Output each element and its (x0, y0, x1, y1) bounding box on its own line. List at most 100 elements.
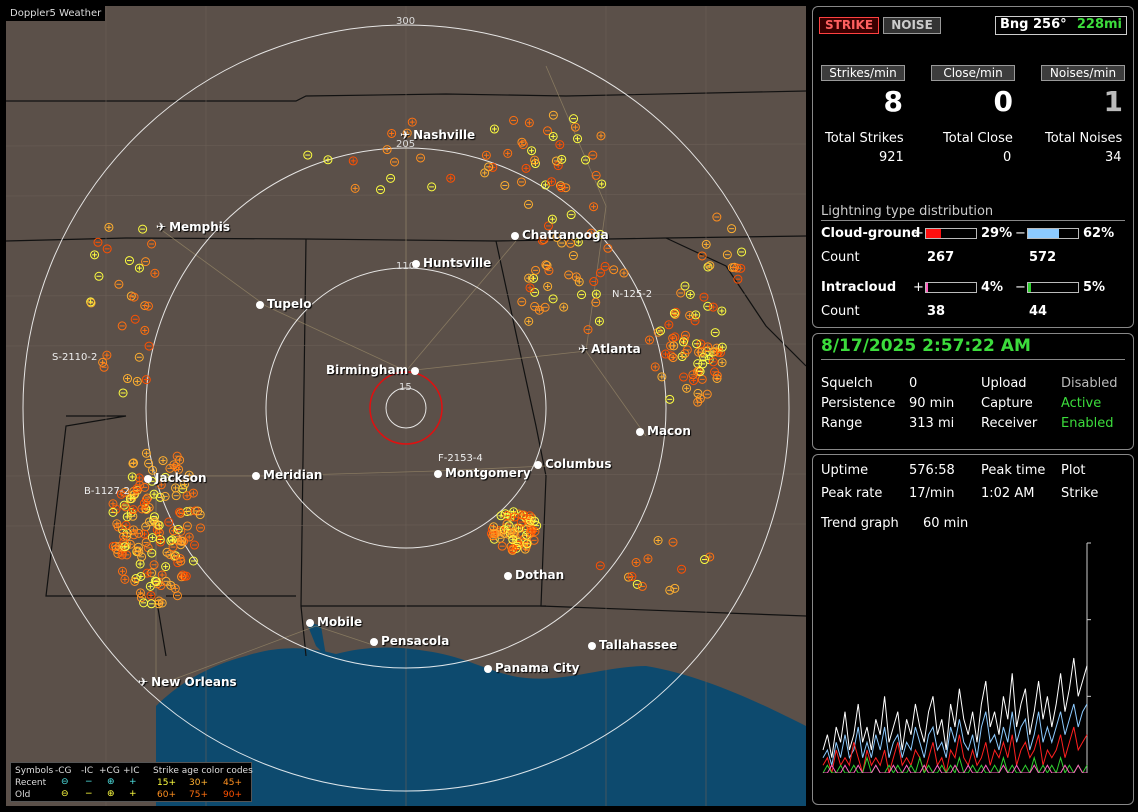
positive-strike-icon (703, 342, 713, 352)
negative-strike-icon (699, 292, 709, 302)
positive-strike-icon (170, 584, 180, 594)
bearing-value: Bng 256° (1000, 17, 1067, 32)
negative-strike-icon (143, 493, 153, 503)
ic-minus-count: 44 (1029, 304, 1048, 319)
symbol-legend: Symbols -CG -IC +CG +IC Strike age color… (10, 762, 253, 802)
legend-recent-neg-ic-icon: − (85, 777, 93, 787)
trend-graph-value: 60 min (923, 516, 969, 531)
city-name: Tupelo (267, 297, 312, 311)
positive-strike-icon (481, 150, 491, 160)
noises-per-min-button[interactable]: Noises/min (1041, 65, 1125, 81)
negative-strike-icon (157, 598, 167, 608)
ic-minus-sign: − (1015, 280, 1026, 295)
range-label: Range (821, 416, 863, 431)
negative-strike-icon (581, 155, 591, 165)
city-name: Macon (647, 424, 691, 438)
storm-label-f[interactable]: F-2153-4 (438, 453, 483, 464)
positive-strike-icon (691, 310, 701, 320)
close-per-min-button[interactable]: Close/min (931, 65, 1015, 81)
city-dot-icon (434, 469, 442, 478)
range-value: 313 mi (909, 416, 955, 431)
legend-col-neg-ic: -IC (81, 766, 94, 776)
negative-strike-icon (544, 266, 554, 276)
total-strikes-value: 921 (879, 150, 904, 165)
city-dot-icon (411, 366, 420, 375)
negative-strike-icon (149, 560, 159, 570)
trend-series-line (822, 755, 1088, 773)
city-name: New Orleans (151, 675, 237, 689)
positive-strike-icon (705, 261, 715, 271)
city-label-panama-city: Panama City (484, 661, 579, 675)
positive-strike-icon (527, 146, 537, 156)
negative-strike-icon (117, 550, 127, 560)
negative-strike-icon (390, 157, 400, 167)
positive-strike-icon (125, 539, 135, 549)
positive-strike-icon (157, 570, 167, 580)
negative-strike-icon (595, 268, 605, 278)
positive-strike-icon (117, 566, 127, 576)
positive-strike-icon (382, 145, 392, 155)
negative-strike-icon (376, 185, 386, 195)
status-panel: STRIKE NOISE Bng 256° 228mi Strikes/min … (812, 6, 1134, 328)
positive-strike-icon (489, 522, 499, 532)
positive-strike-icon (559, 302, 569, 312)
positive-strike-icon (141, 448, 151, 458)
positive-strike-icon (547, 177, 557, 187)
legend-recent-label: Recent (15, 778, 47, 788)
legend-recent-pos-cg-icon: ⊕ (107, 777, 115, 787)
negative-strike-icon (700, 555, 710, 565)
negative-strike-icon (595, 561, 605, 571)
positive-strike-icon (543, 281, 553, 291)
negative-strike-icon (499, 528, 509, 538)
trend-series-line (822, 703, 1088, 766)
positive-strike-icon (104, 222, 114, 232)
negative-strike-icon (176, 526, 186, 536)
storm-label-b[interactable]: B-1127-2 (84, 486, 130, 497)
city-name: Chattanooga (522, 228, 609, 242)
negative-strike-icon (737, 247, 747, 257)
noise-mode-button[interactable]: NOISE (883, 17, 941, 34)
airport-icon: ✈ (400, 128, 411, 142)
positive-strike-icon (402, 128, 412, 138)
negative-strike-icon (518, 140, 528, 150)
city-label-birmingham: Birmingham (326, 363, 422, 377)
negative-strike-icon (589, 277, 599, 287)
legend-recent-pos-ic-icon: + (129, 777, 137, 787)
lightning-map[interactable]: 300 205 110 15 ✈ Nashville ✈ Memphis Chattan… (6, 6, 806, 806)
negative-strike-icon (600, 261, 610, 271)
negative-strike-icon (160, 491, 170, 501)
positive-strike-icon (167, 535, 177, 545)
negative-strike-icon (557, 238, 567, 248)
city-name: Nashville (413, 128, 476, 142)
positive-strike-icon (524, 316, 534, 326)
city-name: Tallahassee (599, 638, 678, 652)
strike-mode-button[interactable]: STRIKE (819, 17, 879, 34)
positive-strike-icon (650, 362, 660, 372)
negative-strike-icon (132, 546, 142, 556)
persistence-value: 90 min (909, 396, 955, 411)
positive-strike-icon (555, 140, 565, 150)
negative-strike-icon (118, 388, 128, 398)
strikes-per-min-button[interactable]: Strikes/min (821, 65, 905, 81)
positive-strike-icon (175, 507, 185, 517)
storm-label-n[interactable]: N-125-2 (612, 289, 653, 300)
settings-panel: 8/17/2025 2:57:22 AM Squelch 0 Upload Di… (812, 333, 1134, 450)
storm-label-s[interactable]: S-2110-2 (52, 352, 98, 363)
city-label-chattanooga: Chattanooga (511, 228, 609, 242)
negative-strike-icon (543, 126, 553, 136)
positive-strike-icon (148, 465, 158, 475)
negative-strike-icon (577, 290, 587, 300)
plot-label: Plot (1061, 463, 1086, 478)
positive-strike-icon (701, 239, 711, 249)
ic-plus-bar-fill (926, 283, 928, 292)
negative-strike-icon (134, 352, 144, 362)
positive-strike-icon (98, 357, 108, 367)
positive-strike-icon (643, 554, 653, 564)
city-dot-icon (370, 637, 378, 646)
distribution-underline (821, 220, 1125, 221)
app-title: Doppler5 Weather (6, 6, 106, 21)
negative-strike-icon (522, 539, 532, 549)
positive-strike-icon (657, 372, 667, 382)
city-name: Dothan (515, 568, 565, 582)
negative-strike-icon (670, 583, 680, 593)
